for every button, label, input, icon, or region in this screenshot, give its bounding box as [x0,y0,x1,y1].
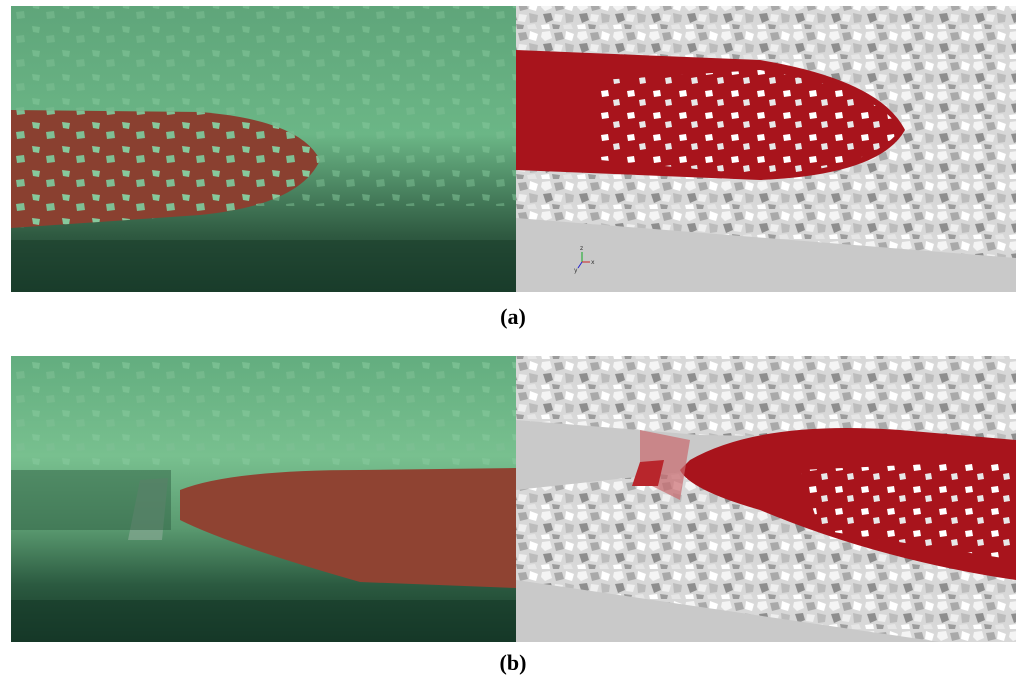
figure: z y x (a) (b) [0,0,1026,684]
figure-images: z y x [0,0,1026,684]
axis-label: y [574,267,578,274]
axis-label: z [580,245,583,252]
panel-caption: (b) [0,650,1026,676]
axis-label: x [591,259,595,266]
panel-caption: (a) [0,304,1026,330]
